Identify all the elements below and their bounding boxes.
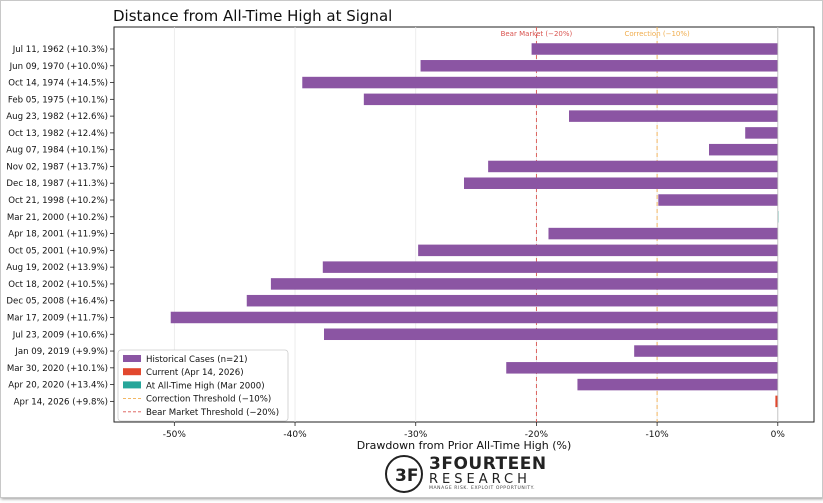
brand-name: 3FOURTEEN bbox=[429, 454, 547, 474]
y-tick-label: Dec 05, 2008 (+16.4%) bbox=[6, 297, 108, 307]
y-tick-label: Mar 30, 2020 (+10.1%) bbox=[7, 364, 108, 374]
y-tick-label: Apr 14, 2026 (+9.8%) bbox=[14, 397, 108, 407]
x-tick-labels: -50% -40% -30% -20% -10% 0% bbox=[163, 422, 786, 440]
bar bbox=[488, 160, 778, 173]
threshold-label: Correction (−10%) bbox=[624, 30, 690, 38]
y-tick-label: Oct 18, 2002 (+10.5%) bbox=[8, 280, 108, 290]
bar bbox=[302, 76, 778, 89]
y-tick-label: Mar 21, 2000 (+10.2%) bbox=[7, 213, 108, 223]
chart-title: Distance from All-Time High at Signal bbox=[113, 7, 392, 25]
x-tick-label: -40% bbox=[283, 430, 307, 440]
y-tick-label: Mar 17, 2009 (+11.7%) bbox=[7, 313, 108, 323]
bar bbox=[420, 60, 778, 72]
x-axis-label: Drawdown from Prior All-Time High (%) bbox=[357, 439, 572, 452]
x-tick-label: -20% bbox=[525, 430, 549, 440]
brand-logo: 3F 3FOURTEEN RESEARCH MANAGE RISK. EXPLO… bbox=[385, 452, 547, 496]
legend-box bbox=[117, 349, 289, 422]
y-tick-label: Nov 02, 1987 (+13.7%) bbox=[6, 162, 108, 172]
bar bbox=[548, 227, 778, 240]
bar bbox=[363, 93, 778, 106]
y-tick-label: Feb 05, 1975 (+10.1%) bbox=[8, 95, 108, 105]
legend: Historical Cases (n=21) Current (Apr 14, … bbox=[117, 349, 289, 422]
y-tick-label: Aug 07, 1984 (+10.1%) bbox=[6, 146, 108, 156]
legend-swatch bbox=[123, 381, 141, 389]
y-tick-label: Apr 20, 2020 (+13.4%) bbox=[8, 381, 108, 391]
bar bbox=[270, 278, 778, 290]
bar bbox=[506, 362, 778, 374]
y-tick-label: Oct 05, 2001 (+10.9%) bbox=[8, 246, 108, 256]
y-tick-label: Apr 18, 2001 (+11.9%) bbox=[8, 230, 108, 240]
bar bbox=[531, 43, 778, 55]
svg-text:3F: 3F bbox=[395, 466, 418, 486]
x-tick-label: -30% bbox=[404, 430, 428, 440]
legend-swatch bbox=[123, 368, 141, 376]
bar bbox=[634, 345, 778, 357]
y-tick-label: Jul 11, 1962 (+10.3%) bbox=[12, 45, 108, 55]
y-tick-labels: Jul 11, 1962 (+10.3%) Jun 09, 1970 (+10.0… bbox=[6, 45, 114, 407]
y-tick-label: Oct 13, 1982 (+12.4%) bbox=[8, 129, 108, 139]
y-tick-label: Dec 18, 1987 (+11.3%) bbox=[6, 179, 108, 189]
bar bbox=[658, 194, 778, 206]
bar bbox=[324, 328, 778, 341]
bar bbox=[709, 143, 778, 156]
bar bbox=[745, 127, 778, 139]
bar bbox=[418, 244, 778, 257]
bar bbox=[775, 395, 778, 408]
bar bbox=[577, 378, 778, 391]
x-tick-label: -10% bbox=[645, 430, 669, 440]
legend-label: At All-Time High (Mar 2000) bbox=[146, 381, 265, 391]
bar bbox=[170, 311, 778, 324]
bar bbox=[322, 261, 778, 273]
legend-label: Bear Market Threshold (−20%) bbox=[146, 408, 279, 418]
legend-swatch bbox=[123, 355, 141, 362]
brand-tagline: MANAGE RISK. EXPLOIT OPPORTUNITY. bbox=[429, 486, 536, 491]
logo-mark-icon: 3F bbox=[385, 455, 423, 493]
bar bbox=[464, 177, 778, 189]
bar bbox=[246, 294, 778, 307]
y-tick-label: Jan 09, 2019 (+9.9%) bbox=[14, 347, 108, 357]
threshold-label: Bear Market (−20%) bbox=[501, 30, 573, 38]
legend-label: Current (Apr 14, 2026) bbox=[146, 368, 244, 378]
y-tick-label: Oct 14, 1974 (+14.5%) bbox=[8, 79, 108, 89]
bars bbox=[170, 27, 779, 422]
y-tick-label: Jul 23, 2009 (+10.6%) bbox=[12, 330, 108, 340]
legend-label: Correction Threshold (−10%) bbox=[146, 395, 271, 405]
y-tick-label: Oct 21, 1998 (+10.2%) bbox=[8, 196, 108, 206]
x-tick-label: 0% bbox=[771, 430, 786, 440]
brand-sub: RESEARCH bbox=[429, 472, 531, 487]
x-tick-label: -50% bbox=[163, 430, 187, 440]
y-tick-label: Aug 23, 1982 (+12.6%) bbox=[6, 112, 108, 122]
bar bbox=[569, 110, 778, 122]
y-tick-label: Jun 09, 1970 (+10.0%) bbox=[9, 62, 108, 72]
plot-area bbox=[113, 26, 815, 423]
y-tick-label: Aug 19, 2002 (+13.9%) bbox=[6, 263, 108, 273]
legend-label: Historical Cases (n=21) bbox=[146, 355, 248, 365]
